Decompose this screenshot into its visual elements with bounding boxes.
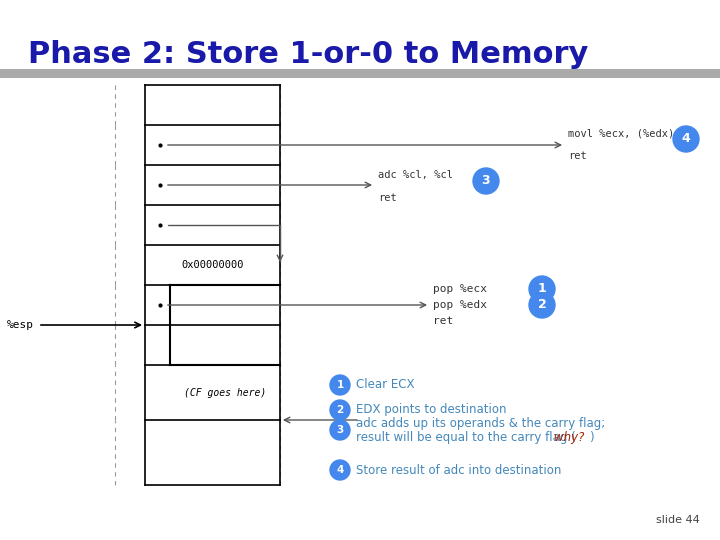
Text: %esp: %esp xyxy=(7,320,34,330)
Text: adc adds up its operands & the carry flag;: adc adds up its operands & the carry fla… xyxy=(356,416,606,429)
Text: movl %ecx, (%edx): movl %ecx, (%edx) xyxy=(568,129,674,139)
Circle shape xyxy=(473,168,499,194)
Text: 2: 2 xyxy=(538,299,546,312)
Text: result will be equal to the carry flag (: result will be equal to the carry flag ( xyxy=(356,430,576,443)
Text: 0x00000000: 0x00000000 xyxy=(181,260,244,270)
Text: EDX points to destination: EDX points to destination xyxy=(356,403,506,416)
Text: Clear ECX: Clear ECX xyxy=(356,379,415,392)
Circle shape xyxy=(330,420,350,440)
Text: pop %ecx: pop %ecx xyxy=(433,284,487,294)
Text: adc %cl, %cl: adc %cl, %cl xyxy=(378,170,453,180)
Text: 3: 3 xyxy=(482,174,490,187)
Text: 1: 1 xyxy=(538,282,546,295)
Text: ): ) xyxy=(589,430,593,443)
Circle shape xyxy=(529,276,555,302)
Circle shape xyxy=(330,460,350,480)
Text: 4: 4 xyxy=(336,465,343,475)
Bar xyxy=(0,69,720,78)
Text: slide 44: slide 44 xyxy=(656,515,700,525)
Text: 4: 4 xyxy=(682,132,690,145)
Text: Phase 2: Store 1-or-0 to Memory: Phase 2: Store 1-or-0 to Memory xyxy=(28,40,588,69)
Text: ret: ret xyxy=(433,316,454,326)
Circle shape xyxy=(673,126,699,152)
Text: 2: 2 xyxy=(336,405,343,415)
Text: why?: why? xyxy=(554,430,585,443)
Circle shape xyxy=(529,292,555,318)
Text: pop %edx: pop %edx xyxy=(433,300,487,310)
Text: Store result of adc into destination: Store result of adc into destination xyxy=(356,463,562,476)
Circle shape xyxy=(330,400,350,420)
Text: ret: ret xyxy=(378,193,397,203)
Circle shape xyxy=(330,375,350,395)
Text: 1: 1 xyxy=(336,380,343,390)
Text: 3: 3 xyxy=(336,425,343,435)
Text: ret: ret xyxy=(568,151,587,161)
Text: (CF goes here): (CF goes here) xyxy=(184,388,266,397)
